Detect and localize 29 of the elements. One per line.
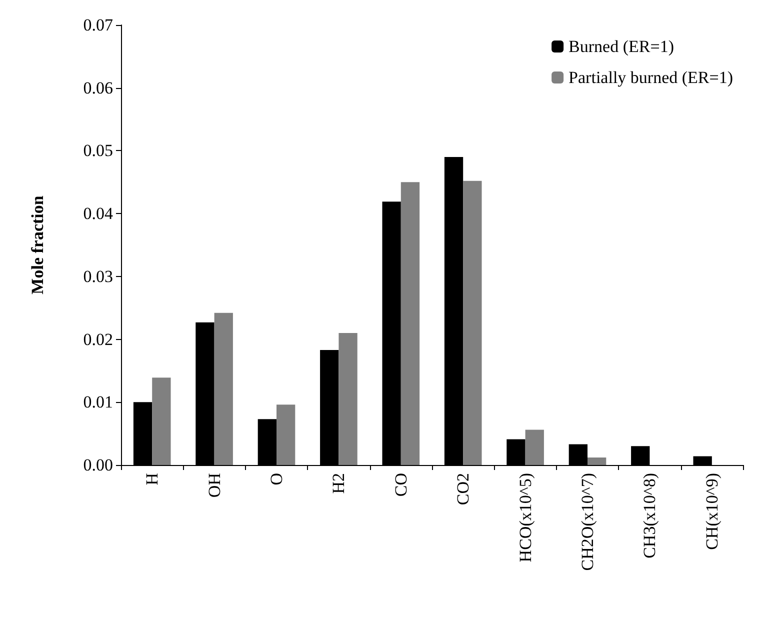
- bar: [400, 182, 420, 465]
- x-tick-label: CH2O(x10^7): [578, 473, 597, 571]
- y-tick-label: 0.01: [83, 392, 113, 412]
- x-tick-label: OH: [204, 473, 224, 498]
- x-tick-label: O: [267, 473, 286, 486]
- x-tick-label: CH3(x10^8): [640, 473, 660, 558]
- legend-label: Partially burned (ER=1): [568, 68, 734, 87]
- y-tick-label: 0.00: [83, 456, 113, 474]
- x-tick-label: H2: [329, 473, 348, 494]
- bar: [152, 378, 171, 465]
- bar: [463, 180, 482, 465]
- x-tick-label: CO: [391, 473, 410, 497]
- y-tick-label: 0.03: [83, 266, 113, 286]
- y-tick-label: 0.04: [83, 204, 114, 224]
- y-tick-label: 0.06: [83, 78, 113, 98]
- legend-label: Burned (ER=1): [568, 37, 674, 56]
- y-tick-label: 0.05: [83, 141, 113, 160]
- x-tick-label: CH(x10^9): [702, 473, 722, 550]
- y-axis-title: Mole fraction: [28, 195, 47, 294]
- bar: [525, 430, 544, 465]
- y-tick-label: 0.02: [83, 330, 113, 349]
- bar: [588, 457, 606, 465]
- bar: [338, 333, 358, 465]
- bar: [214, 312, 233, 465]
- x-tick-label: H: [142, 473, 162, 486]
- y-tick-label: 0.07: [83, 16, 114, 34]
- bar: [276, 404, 296, 465]
- x-tick-label: HCO(x10^5): [516, 473, 535, 562]
- x-tick-label: CO2: [454, 473, 473, 506]
